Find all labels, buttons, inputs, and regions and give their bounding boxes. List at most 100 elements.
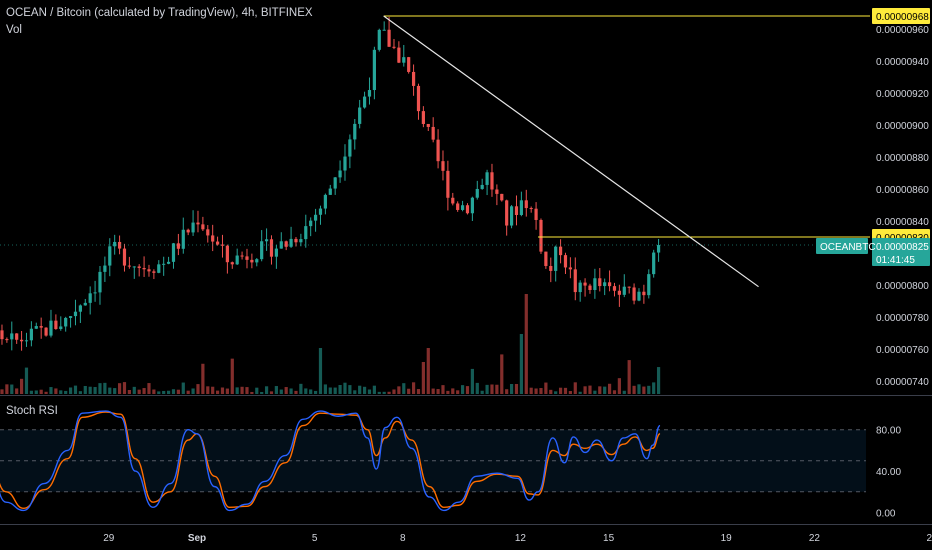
volume-bar (627, 360, 631, 394)
symbol-tag-bg (816, 238, 868, 255)
candle-body (465, 205, 470, 214)
candle-body (166, 261, 171, 264)
volume-bar (279, 389, 283, 394)
candle-body (588, 285, 592, 290)
candle-body (500, 193, 504, 201)
volume-bar (191, 388, 195, 394)
volume-bar (411, 382, 416, 394)
candle-body (446, 170, 450, 198)
volume-bar (15, 388, 19, 394)
candle-body (103, 265, 107, 272)
volume-bar (554, 391, 558, 394)
volume-bar (201, 363, 205, 394)
time-tick-label: 8 (400, 533, 406, 544)
symbol-tag-text: OCEANBTC (820, 242, 876, 253)
volume-bar (441, 385, 445, 394)
volume-bar (539, 388, 543, 394)
volume-bar (39, 389, 43, 394)
candle-body (647, 274, 651, 296)
candle-body (554, 246, 558, 271)
candle-body (122, 248, 127, 266)
candle-body (411, 71, 416, 86)
candle-body (15, 333, 19, 340)
candle-body (441, 161, 445, 171)
volume-bar (98, 383, 102, 394)
volume-bar (73, 385, 78, 394)
candle-body (382, 29, 386, 31)
candle-body (269, 239, 274, 257)
candle-body (377, 29, 381, 50)
volume-bar (451, 388, 455, 394)
time-tick-label: 22 (809, 533, 821, 544)
candle-body (519, 200, 523, 215)
candle-body (598, 278, 602, 287)
volume-bar (176, 389, 180, 394)
candle-body (191, 222, 195, 233)
volume-bar (343, 382, 347, 394)
volume-bar (5, 384, 9, 394)
volume-bar (137, 389, 141, 394)
candle-body (338, 170, 342, 178)
candle-body (627, 286, 631, 288)
volume-bar (607, 383, 612, 394)
candle-body (220, 244, 225, 246)
time-tick-label: 12 (515, 533, 527, 544)
candle-body (603, 282, 607, 287)
candle-body (39, 326, 43, 328)
candle-body (348, 139, 352, 157)
price-tick-label: 0.00000800 (876, 281, 929, 292)
volume-bar (514, 383, 519, 394)
volume-bar (122, 382, 127, 394)
volume-bar (284, 387, 288, 394)
last-price-tag-text: 01:41:45 (876, 255, 915, 266)
volume-bar (456, 390, 460, 394)
volume-bar (142, 388, 146, 394)
candle-body (436, 139, 440, 162)
time-tick-label: 26 (926, 533, 932, 544)
time-tick-label: Sep (188, 533, 206, 544)
volume-bar (78, 391, 82, 394)
candle-body (529, 208, 533, 210)
volume-bar (289, 388, 293, 394)
volume-bar (157, 391, 161, 394)
volume-bar (304, 388, 308, 394)
volume-bar (83, 385, 87, 394)
volume-bar (264, 386, 269, 394)
volume-bar (421, 362, 425, 394)
candle-body (524, 200, 528, 209)
volume-bar (603, 386, 607, 394)
volume-bar (294, 390, 298, 394)
volume-bar (500, 354, 504, 394)
volume-bar (598, 386, 602, 394)
candle-body (637, 291, 641, 301)
candle-body (299, 239, 303, 243)
volume-bar (299, 383, 303, 394)
candle-body (416, 85, 421, 112)
candle-body (505, 200, 509, 226)
candle-body (407, 57, 411, 72)
candle-body (5, 339, 9, 341)
candle-body (215, 241, 220, 245)
volume-bar (446, 390, 450, 394)
volume-bar (127, 389, 131, 394)
candle-body (328, 188, 332, 195)
volume-bar (402, 383, 406, 394)
candle-body (137, 266, 141, 269)
candle-body (88, 293, 92, 303)
volume-bar (656, 367, 661, 394)
candle-body (568, 267, 572, 270)
candle-body (593, 278, 597, 290)
volume-bar (230, 358, 234, 394)
candle-body (333, 177, 337, 189)
volume-bar (206, 386, 210, 394)
volume-bar (593, 390, 597, 394)
candle-body (279, 241, 283, 249)
volume-bar (563, 387, 568, 394)
volume-bar (387, 391, 391, 394)
volume-bar (495, 384, 499, 394)
volume-bar (49, 387, 53, 394)
candle-body (426, 123, 430, 127)
candle-body (10, 333, 14, 340)
volume-bar (407, 388, 411, 394)
